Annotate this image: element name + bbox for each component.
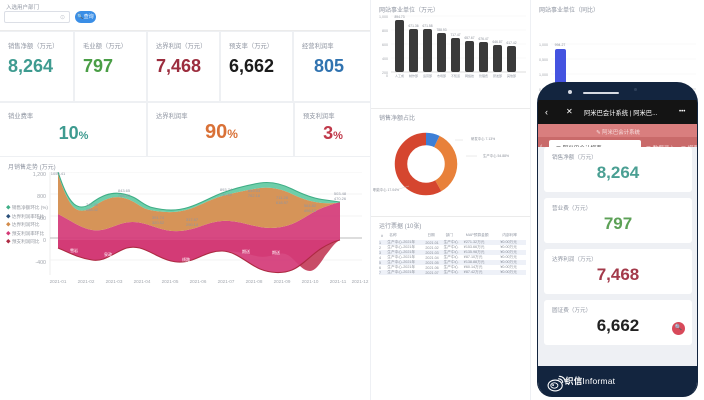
- svg-text:800: 800: [382, 29, 388, 33]
- svg-text:2021-01: 2021-01: [50, 279, 67, 284]
- svg-text:2021-06: 2021-06: [190, 279, 207, 284]
- svg-text:2021-04: 2021-04: [134, 279, 151, 284]
- svg-text:生产中心 54.88%: 生产中心 54.88%: [483, 153, 509, 158]
- svg-text:运营部: 运营部: [423, 73, 432, 78]
- svg-text:768.13: 768.13: [118, 193, 131, 198]
- svg-text:1,000: 1,000: [539, 43, 548, 47]
- svg-text:网络技: 网络技: [465, 73, 474, 78]
- svg-text:-400: -400: [35, 260, 46, 266]
- svg-text:894.73: 894.73: [394, 15, 404, 19]
- svg-text:雪岩: 雪岩: [70, 247, 78, 253]
- svg-text:2021-08: 2021-08: [246, 279, 263, 284]
- svg-text:400: 400: [382, 57, 388, 61]
- svg-text:730.52: 730.52: [220, 192, 233, 197]
- svg-text:市场部: 市场部: [437, 73, 446, 78]
- svg-text:671.36: 671.36: [408, 24, 418, 28]
- svg-text:1,200: 1,200: [33, 172, 46, 178]
- svg-text:制作部: 制作部: [409, 73, 418, 78]
- svg-text:期送: 期送: [272, 249, 280, 255]
- svg-text:470.26: 470.26: [334, 196, 347, 201]
- svg-text:762.16: 762.16: [248, 193, 261, 198]
- svg-text:676.47: 676.47: [478, 37, 488, 41]
- svg-text:不知道: 不知道: [451, 73, 460, 78]
- svg-text:人工成: 人工成: [395, 73, 404, 78]
- svg-text:期送: 期送: [214, 251, 222, 257]
- svg-text:其他部: 其他部: [507, 73, 516, 78]
- svg-text:管理费: 管理费: [479, 73, 488, 78]
- svg-text:2021-02: 2021-02: [78, 279, 95, 284]
- svg-text:1,000: 1,000: [379, 15, 388, 19]
- svg-text:2021-10: 2021-10: [302, 279, 319, 284]
- svg-text:717.47: 717.47: [450, 33, 460, 37]
- svg-text:688.42: 688.42: [86, 207, 99, 212]
- svg-text:泉政: 泉政: [104, 251, 112, 257]
- svg-text:0: 0: [386, 74, 388, 78]
- svg-text:职能中心 17.04%: 职能中心 17.04%: [373, 187, 399, 192]
- svg-text:2021-07: 2021-07: [218, 279, 235, 284]
- svg-text:290.14: 290.14: [186, 222, 199, 227]
- svg-text:1050.41: 1050.41: [51, 172, 66, 176]
- svg-text:期送: 期送: [242, 248, 250, 254]
- svg-text:2021-05: 2021-05: [162, 279, 179, 284]
- svg-text:研发部: 研发部: [493, 73, 502, 78]
- svg-text:617.42: 617.42: [506, 41, 516, 45]
- svg-text:1,000: 1,000: [539, 73, 548, 77]
- svg-text:320.52: 320.52: [152, 220, 165, 225]
- svg-text:2021-12: 2021-12: [352, 279, 369, 284]
- svg-text:671.58: 671.58: [422, 24, 432, 28]
- svg-text:线路: 线路: [182, 256, 190, 262]
- svg-text:646.87: 646.87: [492, 40, 502, 44]
- svg-text:600: 600: [382, 43, 388, 47]
- svg-text:994.27: 994.27: [555, 43, 566, 47]
- svg-text:2021-09: 2021-09: [274, 279, 291, 284]
- svg-text:研发中心 7.13%: 研发中心 7.13%: [471, 136, 495, 141]
- svg-text:618.97: 618.97: [276, 200, 289, 205]
- svg-text:0,500: 0,500: [539, 58, 548, 62]
- svg-text:800: 800: [37, 194, 46, 200]
- svg-text:期海: 期海: [146, 253, 154, 259]
- svg-text:496.13: 496.13: [304, 208, 317, 213]
- svg-text:657.67: 657.67: [464, 36, 474, 40]
- svg-text:2021-03: 2021-03: [106, 279, 123, 284]
- svg-text:788.93: 788.93: [436, 28, 446, 32]
- svg-text:2021-11: 2021-11: [330, 279, 347, 284]
